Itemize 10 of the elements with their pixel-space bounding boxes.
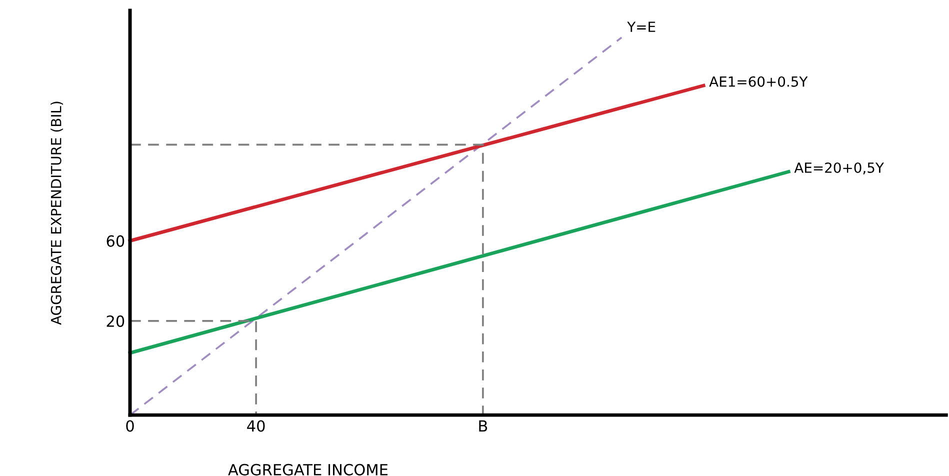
series-label: Y=E (627, 22, 656, 32)
y-axis-title: AGGREGATE EXPENDITURE (BIL) (50, 102, 63, 325)
y-tick-label: 20 (106, 315, 124, 327)
series-label: AE1=60+0.5Y (709, 76, 808, 87)
x-tick-label: B (479, 420, 488, 432)
y-tick-label: 60 (106, 235, 124, 247)
series-label: AE=20+0,5Y (794, 162, 884, 174)
x-tick-label: 0 (126, 420, 134, 432)
x-tick-label: 40 (247, 420, 265, 432)
x-axis-title: AGGREGATE INCOME (228, 464, 388, 476)
